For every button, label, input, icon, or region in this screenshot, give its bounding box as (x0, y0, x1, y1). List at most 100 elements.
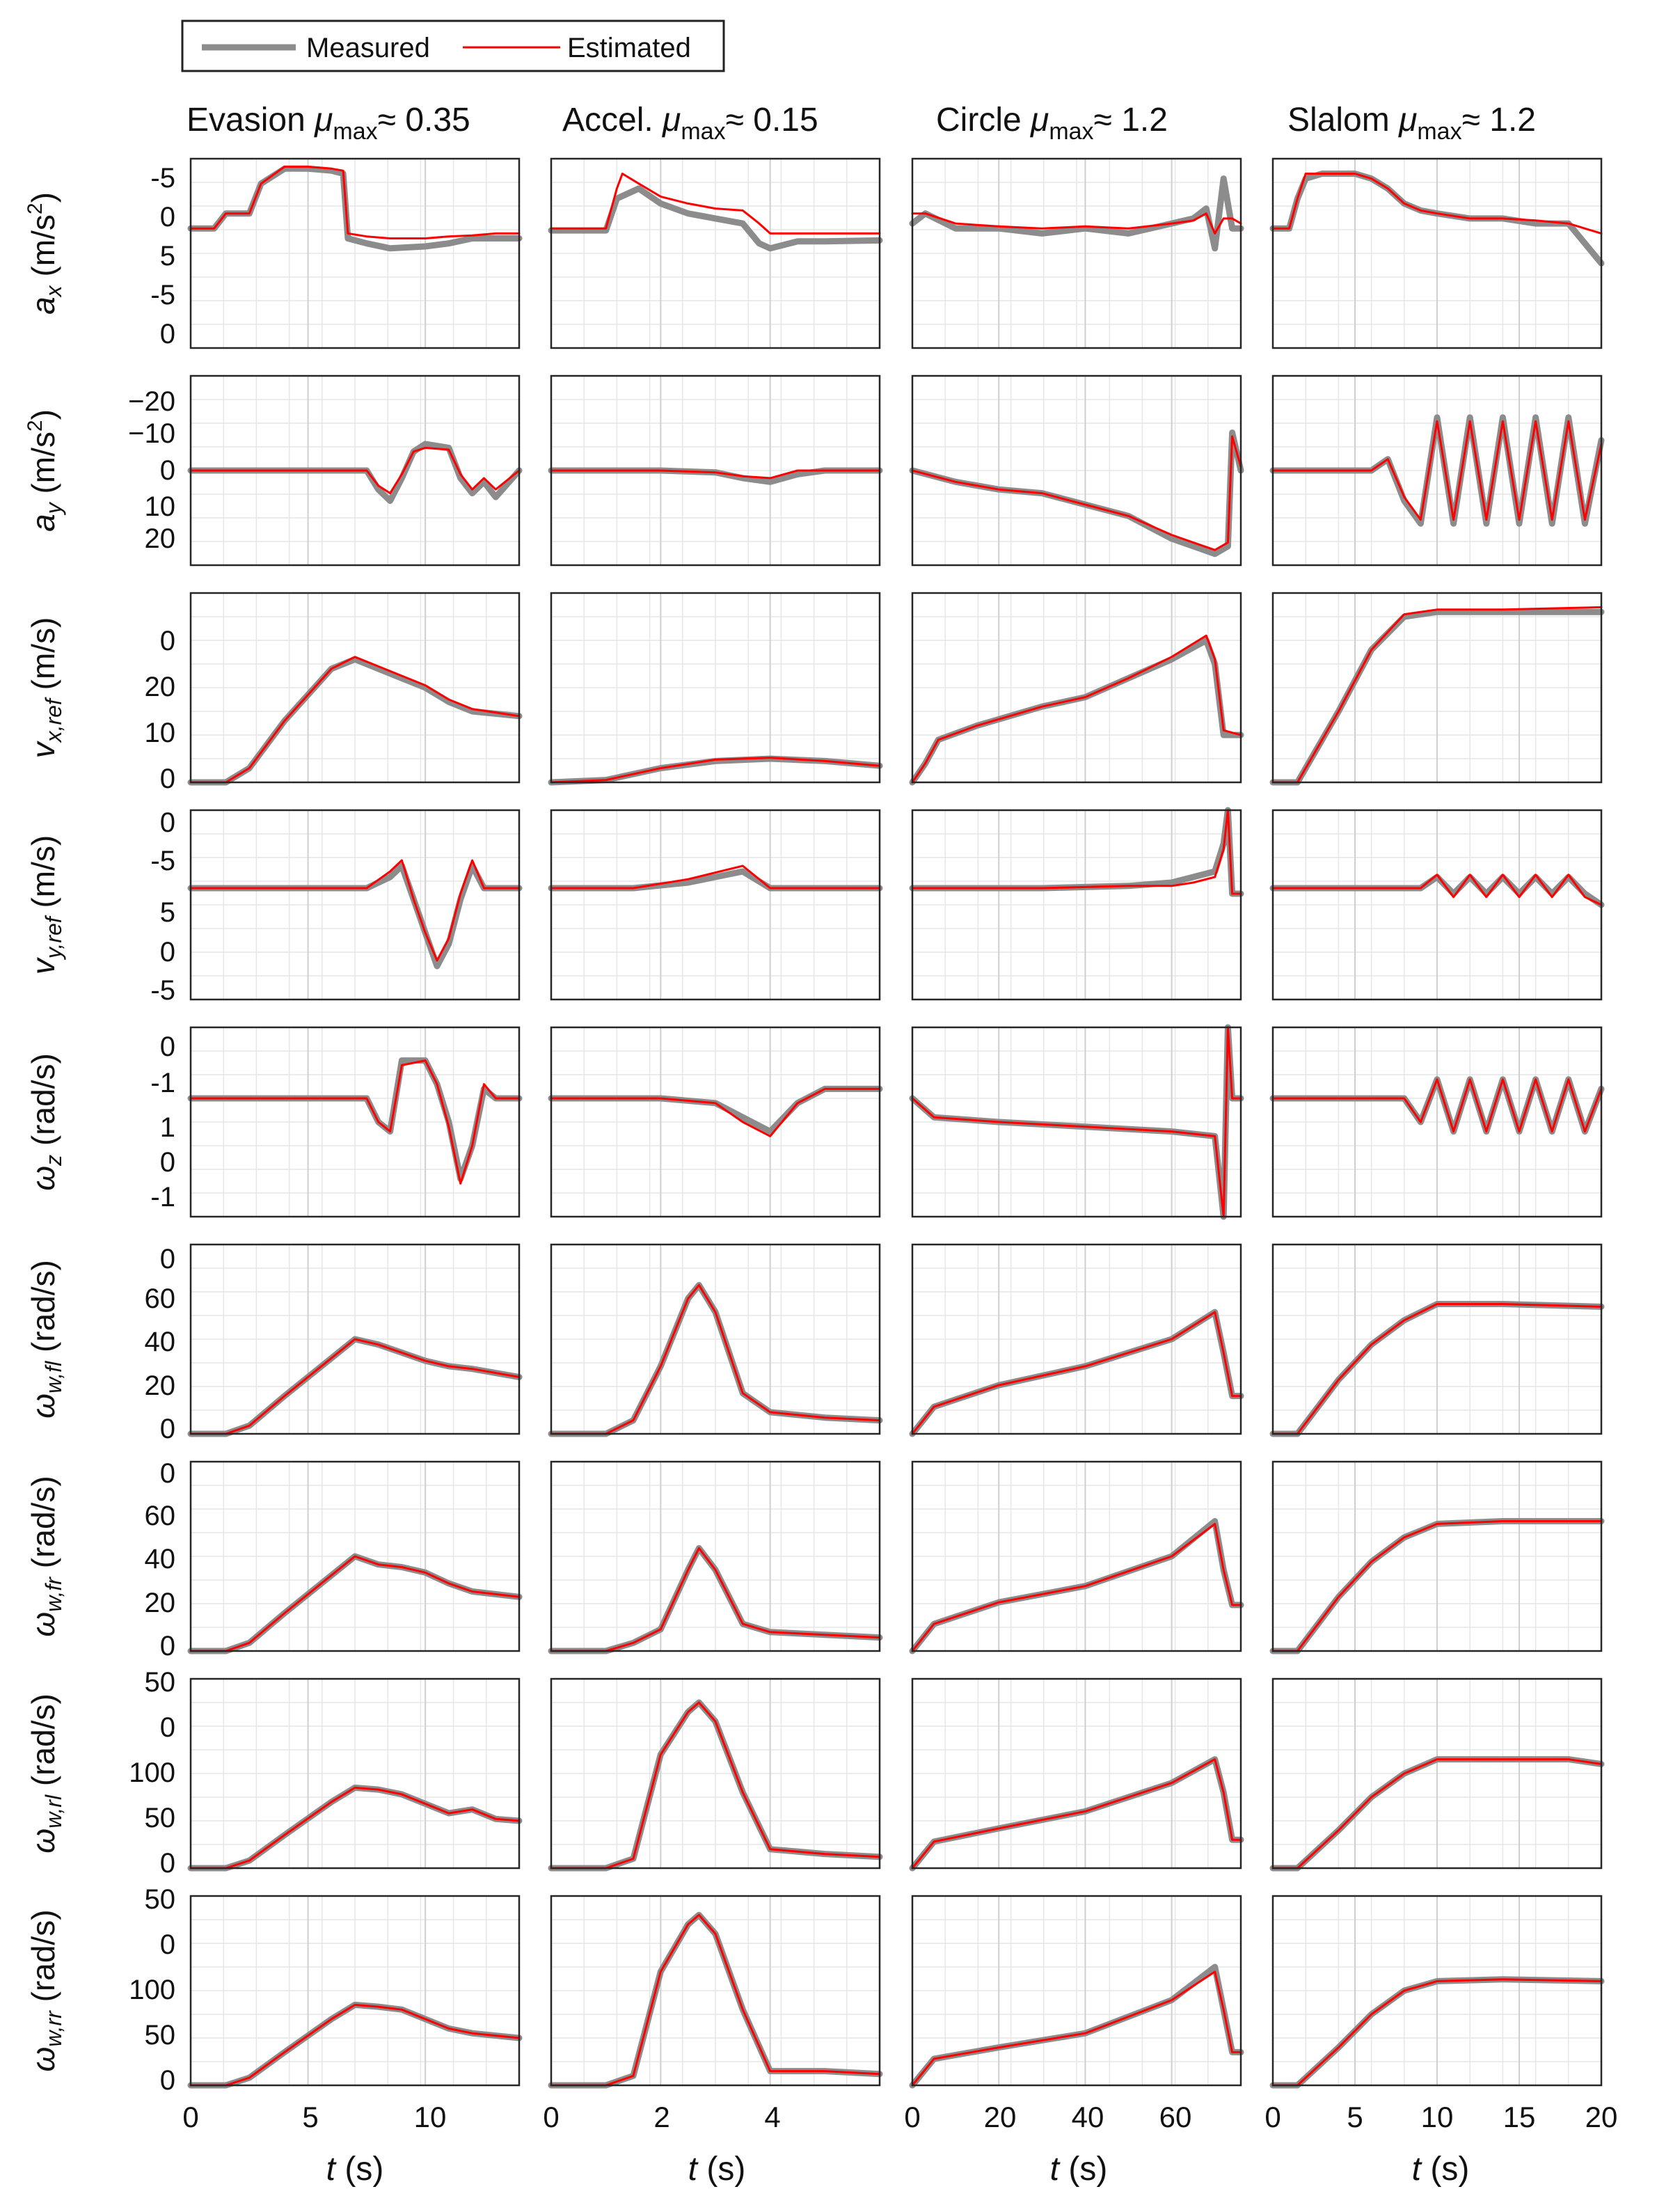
ylabel-ay: ay (m/s2) (24, 409, 66, 532)
ytick-label: −10 (128, 418, 175, 449)
xtick-label: 40 (1072, 2101, 1104, 2133)
estimated-line (189, 859, 521, 962)
estimated-line (189, 1555, 521, 1652)
measured-line (187, 441, 523, 504)
estimated-line (550, 173, 881, 235)
ytick-label: 0 (160, 455, 175, 486)
subplot (187, 592, 523, 786)
ytick-label: 5 (160, 241, 175, 271)
subplot (548, 157, 883, 349)
subplot (1269, 374, 1605, 567)
axes-box (1271, 809, 1603, 1001)
axes-box (911, 809, 1242, 1001)
ytick-label: 0 (160, 764, 175, 794)
axes-box (550, 1677, 881, 1870)
column-title-1: Accel. μmax≈ 0.15 (562, 102, 818, 145)
ytick-label: 40 (145, 1544, 176, 1574)
row-labels: ax (m/s2) ay (m/s2) vx,ref (m/s) vy,ref … (24, 192, 66, 2071)
estimated-line (911, 634, 1242, 784)
axes-box (1271, 157, 1603, 349)
estimated-line (911, 1311, 1242, 1435)
legend-estimated-label: Estimated (567, 33, 691, 63)
axes-box (911, 1460, 1242, 1652)
estimated-line (1271, 420, 1603, 521)
ytick-label: 0 (160, 1147, 175, 1178)
axes-box (1271, 1677, 1603, 1870)
estimated-line (911, 435, 1242, 551)
axes-box (911, 592, 1242, 784)
ytick-label: 0 (160, 937, 175, 967)
subplot (548, 1677, 883, 1872)
ytick-label: 10 (145, 718, 176, 748)
ylabel-wfr: ωw,fr (rad/s) (25, 1476, 66, 1636)
axes-box (550, 1243, 881, 1435)
axes-box (911, 374, 1242, 567)
axes-box (1271, 374, 1603, 567)
axes-box (189, 1895, 521, 2087)
axes-box (189, 1677, 521, 1870)
xtick-label: 20 (984, 2101, 1017, 2133)
estimated-line (550, 757, 881, 784)
subplot (909, 1460, 1244, 1654)
subplot (187, 157, 523, 349)
axes-box (550, 374, 881, 567)
ytick-label: -5 (150, 280, 175, 310)
estimated-line (911, 1970, 1242, 2087)
column-title-0: Evasion μmax≈ 0.35 (187, 102, 470, 145)
axes-box (189, 374, 521, 567)
ytick-label: 20 (145, 1588, 176, 1618)
estimated-line (189, 1059, 521, 1185)
ytick-label: -5 (150, 975, 175, 1006)
axes-box (550, 1895, 881, 2087)
xtick-label: 10 (414, 2101, 447, 2133)
subplot (909, 592, 1244, 786)
subplot (1269, 1460, 1605, 1654)
x-axis-labels: t (s) t (s) t (s) t (s) (326, 2151, 1470, 2188)
ytick-label: 100 (129, 1975, 175, 2005)
axes-box (189, 1243, 521, 1435)
axes-box (189, 1026, 521, 1218)
subplot (187, 1460, 523, 1654)
axes-box (550, 1460, 881, 1652)
axes-box (911, 157, 1242, 349)
xlabel-0: t (s) (326, 2151, 384, 2188)
estimated-line (911, 1026, 1242, 1218)
estimated-line (189, 1338, 521, 1435)
ytick-label: 10 (145, 491, 176, 522)
ytick-label: 20 (145, 523, 176, 554)
xlabel-1: t (s) (688, 2151, 746, 2188)
estimated-line (1271, 606, 1603, 784)
axes-box (1271, 1895, 1603, 2087)
ytick-label: 0 (160, 807, 175, 838)
ylabel-wfl: ωw,fl (rad/s) (25, 1260, 66, 1419)
xlabel-2: t (s) (1050, 2151, 1108, 2188)
ytick-label: 5 (160, 897, 175, 928)
axes-box (189, 809, 521, 1001)
ylabel-wrl: ωw,rl (rad/s) (25, 1693, 66, 1854)
ytick-label: 40 (145, 1327, 176, 1357)
subplot (548, 374, 883, 567)
subplot (1269, 809, 1605, 1001)
ylabel-vy: vy,ref (m/s) (25, 835, 66, 974)
ytick-label: 0 (160, 1631, 175, 1661)
y-tick-labels: -5 0 5 -5 0 −20 −10 0 10 20 10 20 0 0 -5… (128, 163, 175, 2096)
estimated-line (1271, 173, 1603, 235)
axes-box (550, 1026, 881, 1218)
subplot (1269, 1677, 1605, 1872)
axes-box (550, 809, 881, 1001)
subplot (187, 809, 523, 1001)
estimated-line (1271, 1520, 1603, 1652)
ytick-label: 50 (145, 2020, 176, 2051)
measured-line (1269, 874, 1605, 908)
subplot (187, 1677, 523, 1872)
estimated-line (550, 1701, 881, 1870)
subplot (187, 1243, 523, 1437)
ytick-label: 0 (160, 1848, 175, 1879)
ytick-label: 0 (160, 1032, 175, 1062)
ytick-label: -1 (150, 1068, 175, 1098)
estimated-line (1271, 1978, 1603, 2087)
ytick-label: 50 (145, 1667, 176, 1698)
ytick-label: -5 (150, 163, 175, 193)
ytick-label: 60 (145, 1283, 176, 1314)
xtick-label: 0 (1264, 2101, 1281, 2133)
